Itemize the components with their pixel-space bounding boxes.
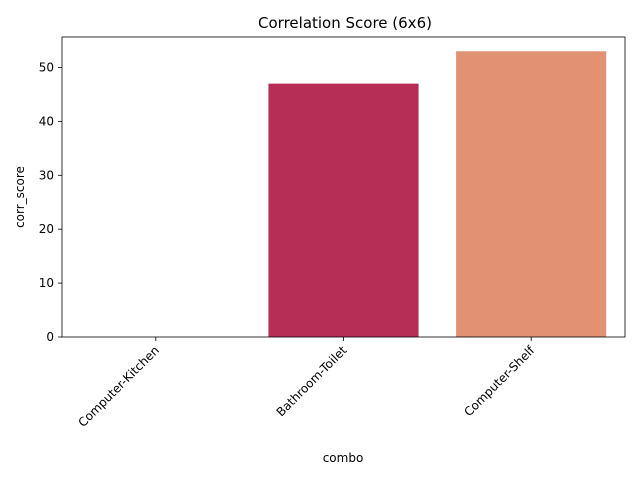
y-axis-ticks: 0 10 20 30 40 50 <box>39 60 62 344</box>
x-axis-label: combo <box>323 451 364 465</box>
y-tick-label: 30 <box>39 168 54 182</box>
y-tick-label: 10 <box>39 276 54 290</box>
bar-computer-shelf <box>456 51 607 338</box>
bars-group <box>268 51 607 338</box>
y-tick-label: 40 <box>39 114 54 128</box>
bar-bathroom-toilet <box>268 83 419 337</box>
y-axis-label: corr_score <box>13 166 27 228</box>
chart-title: Correlation Score (6x6) <box>258 14 432 32</box>
x-axis-ticks: Computer-Kitchen Bathroom-Toilet Computer-… <box>75 337 538 430</box>
plot-frame <box>61 36 626 338</box>
x-tick-label: Computer-Shelf <box>461 343 537 419</box>
y-tick-label: 50 <box>39 60 54 74</box>
y-tick-label: 20 <box>39 222 54 236</box>
y-tick-label: 0 <box>46 330 54 344</box>
x-tick-label: Computer-Kitchen <box>75 343 161 429</box>
x-tick-label: Bathroom-Toilet <box>274 343 350 419</box>
